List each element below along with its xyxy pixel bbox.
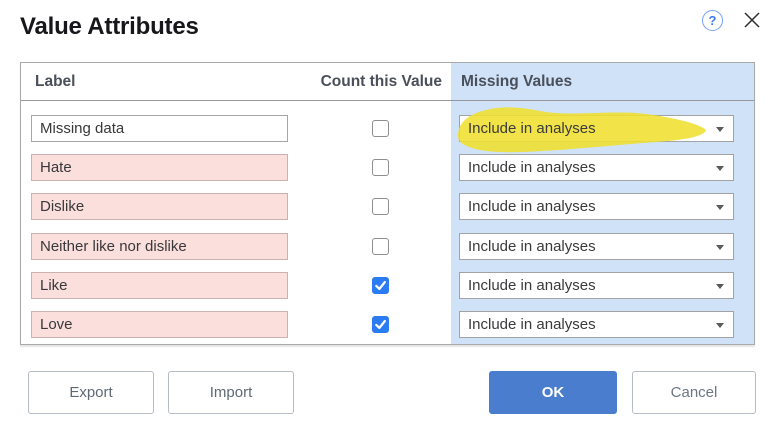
missing-values-select[interactable]: Include in analyses xyxy=(459,311,734,338)
count-checkbox[interactable] xyxy=(372,316,389,333)
label-input[interactable] xyxy=(31,154,288,181)
dropdown-caret-icon xyxy=(716,166,724,171)
help-icon[interactable]: ? xyxy=(702,10,723,31)
label-input[interactable] xyxy=(31,115,288,142)
count-checkbox[interactable] xyxy=(372,159,389,176)
close-icon[interactable] xyxy=(740,9,764,33)
table-row: Include in analyses xyxy=(21,154,754,181)
missing-values-selected-option: Include in analyses xyxy=(468,316,596,333)
missing-values-select[interactable]: Include in analyses xyxy=(459,233,734,260)
count-checkbox[interactable] xyxy=(372,277,389,294)
missing-values-selected-option: Include in analyses xyxy=(468,120,596,137)
dropdown-caret-icon xyxy=(716,205,724,210)
missing-values-select[interactable]: Include in analyses xyxy=(459,154,734,181)
count-checkbox[interactable] xyxy=(372,120,389,137)
table-row: Include in analyses xyxy=(21,272,754,299)
table-header-row: Label Count this Value Missing Values xyxy=(21,63,754,101)
table-row: Include in analyses xyxy=(21,233,754,260)
close-icon-glyph xyxy=(744,12,760,28)
value-attributes-table: Label Count this Value Missing Values In… xyxy=(20,62,755,345)
column-header-missing-values: Missing Values xyxy=(461,73,573,90)
export-button[interactable]: Export xyxy=(28,371,154,414)
missing-values-selected-option: Include in analyses xyxy=(468,159,596,176)
dropdown-caret-icon xyxy=(716,245,724,250)
missing-values-selected-option: Include in analyses xyxy=(468,277,596,294)
help-icon-glyph: ? xyxy=(708,13,717,28)
dropdown-caret-icon xyxy=(716,284,724,289)
label-input[interactable] xyxy=(31,193,288,220)
ok-button[interactable]: OK xyxy=(489,371,617,414)
dropdown-caret-icon xyxy=(716,127,724,132)
missing-values-select[interactable]: Include in analyses xyxy=(459,193,734,220)
table-row: Include in analyses xyxy=(21,193,754,220)
missing-values-selected-option: Include in analyses xyxy=(468,238,596,255)
cancel-button[interactable]: Cancel xyxy=(632,371,756,414)
label-input[interactable] xyxy=(31,311,288,338)
table-row: Include in analyses xyxy=(21,107,754,153)
dropdown-caret-icon xyxy=(716,323,724,328)
page-title: Value Attributes xyxy=(20,13,199,40)
missing-values-select[interactable]: Include in analyses xyxy=(457,107,734,153)
column-header-label: Label xyxy=(35,73,76,90)
label-input[interactable] xyxy=(31,272,288,299)
count-checkbox[interactable] xyxy=(372,198,389,215)
count-checkbox[interactable] xyxy=(372,238,389,255)
missing-values-select[interactable]: Include in analyses xyxy=(459,272,734,299)
table-body: Include in analyses Include in analyses … xyxy=(21,63,754,344)
column-header-count-this-value: Count this Value xyxy=(320,73,442,90)
label-input[interactable] xyxy=(31,233,288,260)
table-row: Include in analyses xyxy=(21,311,754,338)
import-button[interactable]: Import xyxy=(168,371,294,414)
checkmark-icon xyxy=(375,281,386,291)
checkmark-icon xyxy=(375,320,386,330)
missing-values-selected-option: Include in analyses xyxy=(468,198,596,215)
